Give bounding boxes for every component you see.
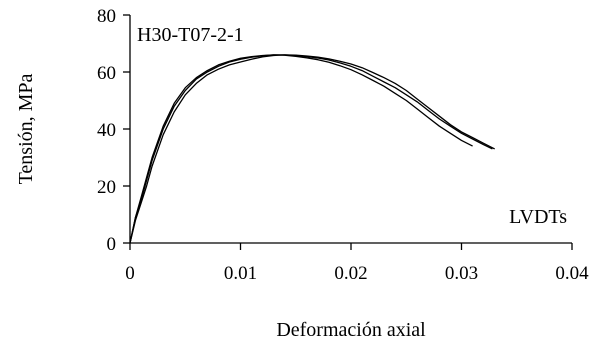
series-line-1 [129, 54, 495, 244]
x-tick-label: 0.01 [224, 263, 257, 284]
x-tick-label: 0.03 [445, 263, 478, 284]
specimen-label: H30-T07-2-1 [137, 24, 244, 46]
x-tick-label: 0 [125, 263, 135, 284]
y-axis-title: Tensión, MPa [15, 73, 37, 184]
y-axis-ticks: 0 20 40 60 80 [97, 6, 130, 255]
y-tick-label: 40 [97, 120, 116, 141]
series-layer [129, 54, 495, 244]
y-tick-label: 0 [107, 234, 117, 255]
measurement-label: LVDTs [509, 206, 567, 228]
x-axis-title: Deformación axial [276, 319, 426, 341]
y-tick-label: 80 [97, 6, 116, 27]
y-tick-label: 20 [97, 177, 116, 198]
x-tick-label: 0.04 [555, 263, 589, 284]
series-line-3 [129, 54, 473, 244]
x-axis-ticks: 0 0.01 0.02 0.03 0.04 [125, 243, 589, 284]
series-line-2 [129, 54, 493, 244]
x-tick-label: 0.02 [334, 263, 367, 284]
y-tick-label: 60 [97, 63, 116, 84]
